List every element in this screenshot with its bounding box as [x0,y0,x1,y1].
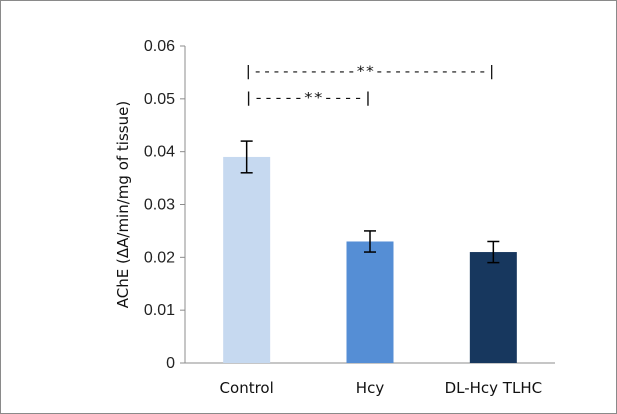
y-tick-label: 0.02 [144,249,175,266]
y-tick-label: 0.04 [144,144,175,161]
x-category-label: Control [220,379,274,397]
bar [223,156,271,363]
significance-annotations: |-----------**------------| |-----**----| [244,64,497,106]
y-tick-label: 0.05 [144,91,175,108]
x-axis-categories: Control Hcy DL-Hcy TLHC [220,379,543,397]
bars [223,156,517,363]
y-axis-title: AChE (ΔA/min/mg of tissue) [114,101,132,308]
y-tick-label: 0 [166,355,175,372]
significance-label: |-----**----| [244,91,373,107]
x-category-label: DL-Hcy TLHC [445,379,543,397]
bar [469,252,517,363]
significance-label: |-----------**------------| [244,64,497,80]
y-tick-label: 0.03 [144,197,175,214]
error-bars [240,140,500,264]
x-category-label: Hcy [356,379,385,397]
y-tick-label: 0.06 [144,38,175,55]
bar [346,241,394,363]
y-tick-label: 0.01 [144,302,175,319]
